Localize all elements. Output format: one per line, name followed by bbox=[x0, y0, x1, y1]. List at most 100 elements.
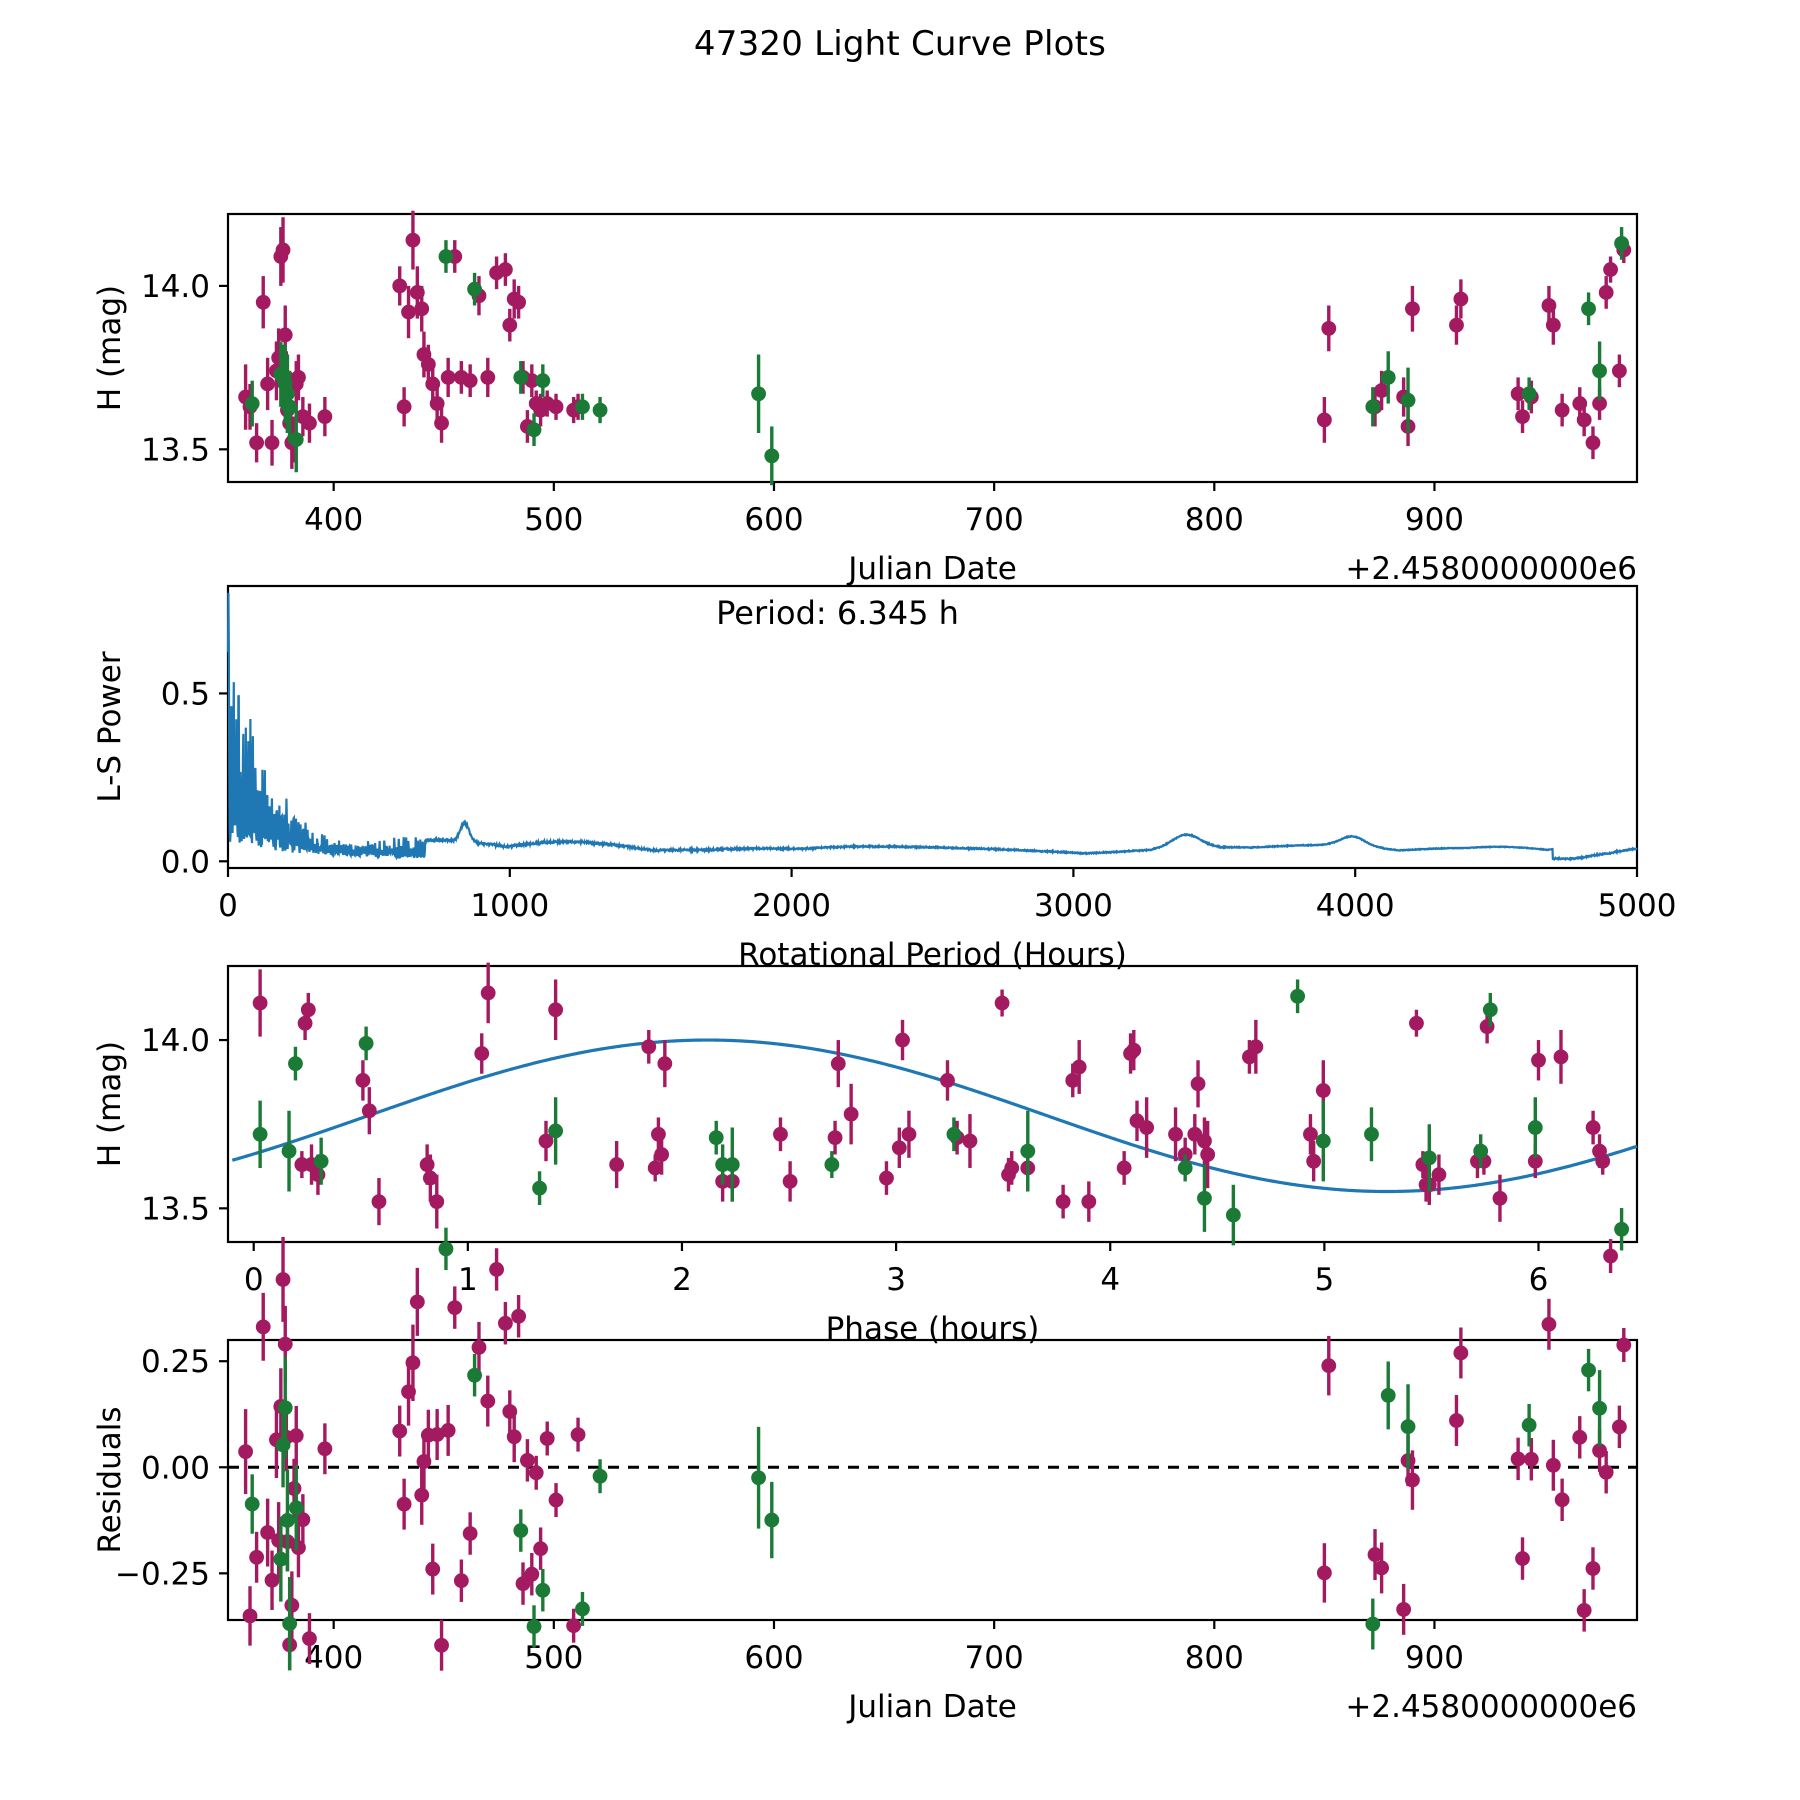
data-point bbox=[1453, 291, 1469, 307]
axes-frame-residuals bbox=[226, 1338, 1639, 1622]
data-point bbox=[891, 1140, 907, 1156]
data-point bbox=[654, 1147, 670, 1162]
data-point bbox=[524, 1566, 540, 1582]
data-point bbox=[535, 1582, 551, 1598]
data-point bbox=[1523, 1451, 1539, 1467]
data-point bbox=[396, 399, 412, 415]
data-point bbox=[438, 1241, 454, 1257]
data-point bbox=[462, 373, 478, 389]
data-point bbox=[1431, 1167, 1447, 1183]
phase-series-green bbox=[252, 979, 1543, 1246]
data-point bbox=[462, 1526, 478, 1541]
data-point bbox=[515, 1576, 531, 1591]
data-point bbox=[313, 1153, 329, 1169]
data-point bbox=[528, 1465, 544, 1481]
xtick-label: 500 bbox=[524, 502, 583, 538]
xaxis-label-phase-folded: Phase (hours) bbox=[826, 1311, 1040, 1347]
data-point bbox=[1449, 1413, 1464, 1428]
data-point bbox=[282, 1616, 298, 1632]
data-point bbox=[1380, 1387, 1396, 1403]
data-point bbox=[480, 370, 496, 385]
data-point bbox=[1576, 412, 1592, 428]
data-point bbox=[520, 1452, 535, 1468]
data-point bbox=[513, 1523, 529, 1538]
data-point bbox=[1380, 370, 1396, 385]
data-point bbox=[1321, 1358, 1337, 1374]
data-point bbox=[282, 399, 298, 415]
data-point bbox=[532, 1180, 547, 1196]
data-point bbox=[539, 1431, 555, 1446]
xtick-label: 5000 bbox=[1598, 888, 1677, 924]
data-point bbox=[467, 281, 482, 297]
data-point bbox=[405, 232, 421, 248]
data-point bbox=[1592, 363, 1607, 379]
data-point bbox=[764, 448, 780, 464]
data-point bbox=[1482, 1002, 1498, 1018]
data-point bbox=[264, 435, 280, 451]
data-point bbox=[715, 1157, 731, 1172]
ytick-label: 0.25 bbox=[141, 1344, 210, 1380]
data-point bbox=[1614, 1221, 1629, 1237]
data-point bbox=[1303, 1126, 1318, 1142]
data-point bbox=[751, 1470, 766, 1486]
data-point bbox=[962, 1133, 978, 1149]
data-point bbox=[1592, 1143, 1607, 1159]
axes-frame-light-curve bbox=[226, 212, 1639, 484]
ytick-label: 14.0 bbox=[141, 269, 210, 305]
data-point bbox=[535, 373, 551, 389]
data-point bbox=[434, 1637, 449, 1653]
data-point bbox=[1177, 1160, 1193, 1176]
data-point bbox=[1521, 1417, 1537, 1433]
data-point bbox=[242, 1608, 258, 1624]
data-point bbox=[1616, 1337, 1632, 1353]
data-point bbox=[773, 1126, 788, 1142]
data-point bbox=[255, 294, 271, 310]
data-point bbox=[302, 1631, 317, 1647]
data-point bbox=[1065, 1073, 1081, 1088]
data-point bbox=[1055, 1194, 1071, 1210]
data-point bbox=[1409, 1015, 1424, 1031]
data-point bbox=[281, 1143, 297, 1159]
xtick-label: 0 bbox=[244, 1262, 264, 1298]
data-point bbox=[511, 294, 527, 310]
xtick-label: 700 bbox=[965, 1640, 1024, 1676]
data-point bbox=[1225, 1207, 1241, 1223]
data-point bbox=[1576, 1602, 1592, 1618]
phase-series-magenta bbox=[252, 962, 1611, 1229]
data-point bbox=[1572, 1429, 1588, 1445]
data-point bbox=[371, 1194, 387, 1210]
data-point bbox=[1449, 317, 1464, 333]
data-point bbox=[440, 1423, 456, 1438]
data-point bbox=[566, 1618, 582, 1634]
xtick-label: 4000 bbox=[1316, 888, 1395, 924]
data-point bbox=[453, 1573, 469, 1589]
data-point bbox=[1614, 236, 1629, 251]
data-point bbox=[1168, 1126, 1183, 1142]
data-point bbox=[284, 1597, 300, 1613]
data-point bbox=[1081, 1194, 1097, 1210]
xtick-label: 900 bbox=[1405, 502, 1464, 538]
data-point bbox=[300, 1002, 316, 1018]
data-point bbox=[409, 1294, 425, 1310]
data-point bbox=[497, 262, 513, 277]
data-point bbox=[1585, 435, 1601, 451]
data-point bbox=[467, 1367, 482, 1383]
data-point bbox=[548, 1123, 564, 1139]
xtick-label: 6 bbox=[1529, 1262, 1549, 1298]
data-point bbox=[1400, 1419, 1416, 1435]
xtick-label: 600 bbox=[744, 502, 803, 538]
axes-frame-periodogram bbox=[226, 584, 1639, 870]
xaxis-label-light-curve: Julian Date bbox=[846, 551, 1017, 587]
data-point bbox=[1290, 988, 1305, 1004]
data-point bbox=[275, 1272, 291, 1287]
data-point bbox=[1453, 1345, 1469, 1361]
data-point bbox=[1611, 363, 1627, 379]
data-point bbox=[647, 1160, 663, 1176]
data-point bbox=[255, 1319, 271, 1335]
data-point bbox=[843, 1106, 859, 1122]
xaxis-label-periodogram: Rotational Period (Hours) bbox=[738, 937, 1127, 973]
data-point bbox=[533, 1541, 549, 1557]
data-point bbox=[471, 1339, 487, 1355]
data-point bbox=[1123, 1046, 1138, 1061]
data-point bbox=[548, 399, 564, 415]
